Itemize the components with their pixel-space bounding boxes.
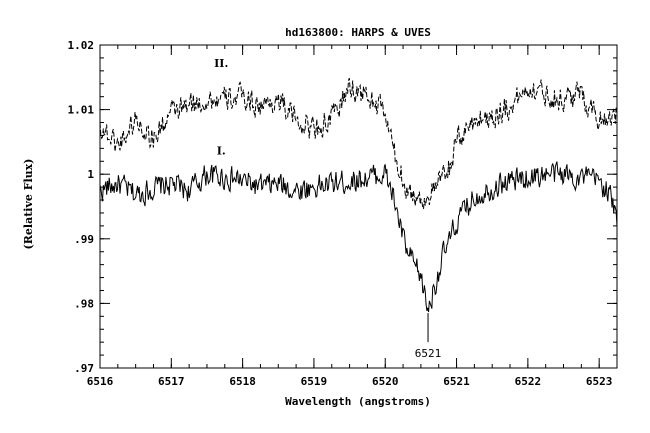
line-marker-label: 6521 bbox=[415, 347, 442, 360]
series-group bbox=[99, 77, 618, 313]
x-axis-label: Wavelength (angstroms) bbox=[285, 395, 431, 408]
series-i-line bbox=[99, 161, 618, 313]
plot-frame bbox=[99, 44, 618, 369]
chart-title: hd163800: HARPS & UVES bbox=[285, 26, 431, 39]
x-tick-label: 6518 bbox=[229, 375, 256, 388]
series-ii-line bbox=[99, 77, 618, 210]
y-tick-label: .99 bbox=[74, 233, 94, 246]
x-tick-label: 6519 bbox=[301, 375, 328, 388]
plot-frame-group bbox=[99, 44, 618, 369]
x-tick-label: 6521 bbox=[443, 375, 470, 388]
y-tick-label: 1 bbox=[87, 168, 94, 181]
series-label: I. bbox=[217, 144, 226, 157]
annotations-group: 6521 II. I. bbox=[214, 57, 441, 360]
y-axis-label: (Relative Flux) bbox=[22, 159, 35, 250]
ticks-group: 6516 6517 6518 6519 6520 6521 6522 6523 .97 .98 .9… bbox=[68, 39, 618, 388]
series-label: II. bbox=[214, 57, 228, 70]
y-tick-label: .97 bbox=[74, 362, 94, 375]
y-tick-label: 1.01 bbox=[68, 104, 95, 117]
x-tick-label: 6516 bbox=[87, 375, 114, 388]
y-tick-label: 1.02 bbox=[68, 39, 95, 52]
x-tick-label: 6522 bbox=[515, 375, 542, 388]
x-tick-label: 6523 bbox=[586, 375, 613, 388]
x-tick-label: 6517 bbox=[158, 375, 185, 388]
y-tick-label: .98 bbox=[74, 297, 94, 310]
x-tick-label: 6520 bbox=[372, 375, 399, 388]
